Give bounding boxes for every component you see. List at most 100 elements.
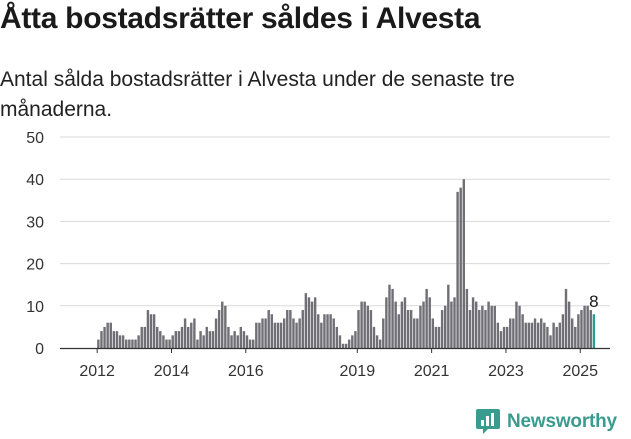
- bar: [453, 297, 456, 348]
- bar: [403, 297, 407, 348]
- bar: [549, 335, 552, 348]
- bar: [515, 301, 518, 348]
- annotations: 8: [589, 292, 598, 311]
- bar: [428, 297, 431, 348]
- bar: [317, 314, 320, 348]
- bar: [567, 301, 571, 348]
- bar: [366, 305, 370, 348]
- bar: [348, 339, 351, 348]
- bar: [344, 343, 348, 348]
- bar: [468, 310, 472, 348]
- bar: [459, 187, 462, 348]
- newsworthy-logo: Newsworthy: [475, 408, 617, 436]
- bar: [478, 310, 481, 348]
- bar: [252, 339, 255, 348]
- bar: [146, 310, 150, 348]
- bar: [360, 301, 363, 348]
- bar: [413, 318, 416, 348]
- bar: [357, 310, 360, 348]
- bar: [255, 322, 258, 348]
- bar: [196, 339, 199, 348]
- bar: [180, 326, 184, 348]
- bar: [462, 179, 466, 348]
- bar: [174, 331, 177, 348]
- bar: [214, 318, 218, 348]
- bar: [239, 326, 243, 348]
- bar: [168, 339, 171, 348]
- bar: [465, 288, 469, 348]
- bar: [394, 301, 397, 348]
- bar: [536, 322, 540, 348]
- bar: [329, 314, 332, 348]
- bar: [474, 301, 478, 348]
- chart-title: Åtta bostadsrätter såldes i Alvesta: [0, 2, 481, 35]
- bar: [143, 326, 147, 348]
- bar: [242, 331, 246, 348]
- grid-lines: [60, 136, 610, 307]
- y-tick-label: 10: [26, 299, 44, 316]
- bar: [106, 322, 109, 348]
- bar: [425, 288, 428, 348]
- bar: [505, 326, 509, 348]
- bar: [419, 305, 422, 348]
- bar: [112, 331, 116, 348]
- bar: [332, 318, 335, 348]
- bar: [128, 339, 131, 348]
- bar: [440, 310, 444, 348]
- bar: [471, 297, 475, 348]
- x-axis: 2012 2014 2016 2019 2021 2023 2025: [60, 347, 610, 380]
- bar: [211, 331, 215, 348]
- bar: [171, 335, 174, 348]
- x-tick-label: 2012: [79, 363, 115, 380]
- y-tick-label: 50: [26, 130, 44, 147]
- bar: [292, 318, 295, 348]
- bar: [351, 335, 354, 348]
- bar: [521, 314, 524, 348]
- x-tick-label: 2014: [154, 363, 190, 380]
- bar: [177, 331, 181, 348]
- bar: [409, 310, 413, 348]
- bar: [400, 301, 404, 348]
- bar: [484, 310, 487, 348]
- bar: [140, 326, 143, 348]
- y-tick-label: 20: [26, 257, 44, 274]
- bar: [552, 322, 555, 348]
- x-tick-label: 2023: [488, 363, 524, 380]
- bar: [530, 322, 534, 348]
- bar: [431, 318, 435, 348]
- bar: [450, 301, 453, 348]
- bar: [307, 297, 311, 348]
- bar: [131, 339, 134, 348]
- bar: [540, 318, 543, 348]
- bar: [289, 310, 292, 348]
- bar: [580, 310, 583, 348]
- bar: [165, 339, 168, 348]
- bar: [279, 322, 283, 348]
- bar: [205, 326, 208, 348]
- bar: [190, 322, 193, 348]
- y-tick-label: 30: [26, 214, 44, 231]
- bar: [338, 335, 342, 348]
- bar: [286, 310, 289, 348]
- bar: [586, 305, 589, 348]
- bar-latest: [592, 314, 596, 348]
- bar: [375, 335, 379, 348]
- bar: [509, 318, 512, 348]
- x-tick-label: 2025: [562, 363, 598, 380]
- bar: [199, 331, 202, 348]
- y-tick-label: 40: [26, 172, 44, 189]
- bar: [499, 331, 503, 348]
- bar: [372, 326, 376, 348]
- bar: [574, 326, 577, 348]
- bar: [149, 314, 153, 348]
- bar: [115, 331, 119, 348]
- bar: [310, 301, 314, 348]
- bar: [502, 326, 506, 348]
- bars: [97, 179, 596, 348]
- bar: [273, 322, 277, 348]
- bar: [159, 331, 162, 348]
- bar: [282, 318, 286, 348]
- bar: [561, 314, 565, 348]
- bar: [208, 331, 212, 348]
- x-tick-label: 2016: [228, 363, 264, 380]
